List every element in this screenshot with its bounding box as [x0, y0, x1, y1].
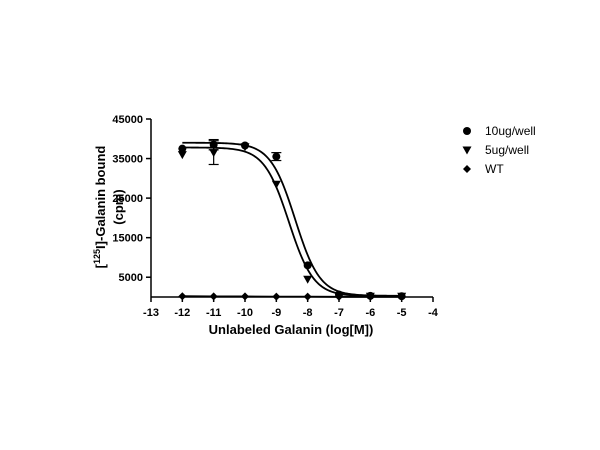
y-axis-title-suffix: I]-Galanin bound: [93, 146, 108, 249]
y-axis-title-units: (cpm): [111, 189, 126, 224]
x-tick-label: -13: [143, 307, 159, 319]
legend-marker-circle: [463, 127, 471, 135]
legend-label: 5ug/well: [485, 143, 529, 157]
y-axis-title-prefix: [: [93, 263, 108, 268]
data-point-triangle-down: [303, 275, 313, 284]
x-tick-label: -11: [206, 307, 221, 319]
legend-marker-triangle-down: [462, 146, 472, 155]
x-tick-label: -4: [428, 307, 439, 319]
x-tick-label: -10: [237, 307, 253, 319]
x-tick-label: -8: [303, 307, 313, 319]
data-point-diamond: [303, 292, 312, 301]
data-point-diamond: [397, 292, 406, 301]
legend-marker-diamond: [463, 165, 471, 173]
y-tick-label: 45000: [112, 114, 143, 126]
data-point-diamond: [335, 292, 343, 301]
fit-curve-triangle-down: [182, 146, 401, 298]
data-point-circle: [178, 144, 187, 153]
data-point-triangle-down: [240, 143, 250, 152]
legend-label: 10ug/well: [485, 124, 536, 138]
x-tick-label: -6: [365, 307, 375, 319]
data-point-diamond: [241, 292, 249, 301]
y-tick-label: 35000: [112, 154, 143, 166]
data-point-diamond: [272, 292, 281, 301]
legend-label: WT: [485, 162, 504, 176]
x-tick-label: -12: [174, 307, 190, 319]
data-point-diamond: [209, 292, 218, 301]
y-tick-label: 5000: [119, 272, 143, 284]
x-tick-label: -9: [271, 307, 281, 319]
fit-curve-circle: [182, 141, 401, 297]
series-line-diamond: [182, 295, 402, 298]
data-point-triangle-down: [209, 149, 219, 158]
x-tick-label: -5: [397, 307, 407, 319]
data-point-circle: [272, 152, 281, 161]
x-axis-title: Unlabeled Galanin (log[M]): [209, 322, 374, 337]
data-point-diamond: [366, 292, 375, 301]
y-axis-title-superscript: 125: [92, 249, 102, 264]
data-point-triangle-down: [271, 180, 281, 189]
x-tick-label: -7: [334, 307, 344, 319]
data-point-triangle-down: [177, 151, 187, 160]
y-axis-title: [125I]-Galanin bound: [92, 146, 108, 269]
data-point-diamond: [178, 292, 187, 301]
data-point-circle: [303, 261, 312, 270]
y-tick-label: 15000: [112, 233, 143, 245]
y-tick-label: 25000: [112, 193, 143, 205]
